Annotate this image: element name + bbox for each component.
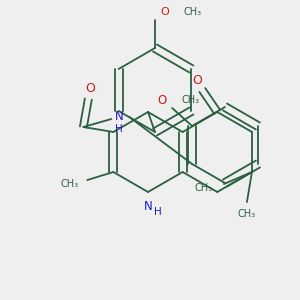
Text: N: N (144, 200, 152, 212)
Text: CH₃: CH₃ (181, 95, 199, 105)
Text: CH₃: CH₃ (60, 179, 78, 189)
Text: O: O (85, 82, 95, 94)
Text: CH₃: CH₃ (183, 7, 201, 17)
Text: CH₃: CH₃ (195, 183, 213, 193)
Text: O: O (192, 74, 202, 86)
Text: O: O (158, 94, 167, 106)
Text: N: N (115, 110, 124, 124)
Text: H: H (154, 207, 162, 217)
Text: O: O (160, 7, 169, 17)
Text: CH₃: CH₃ (238, 209, 256, 219)
Text: H: H (116, 124, 123, 134)
